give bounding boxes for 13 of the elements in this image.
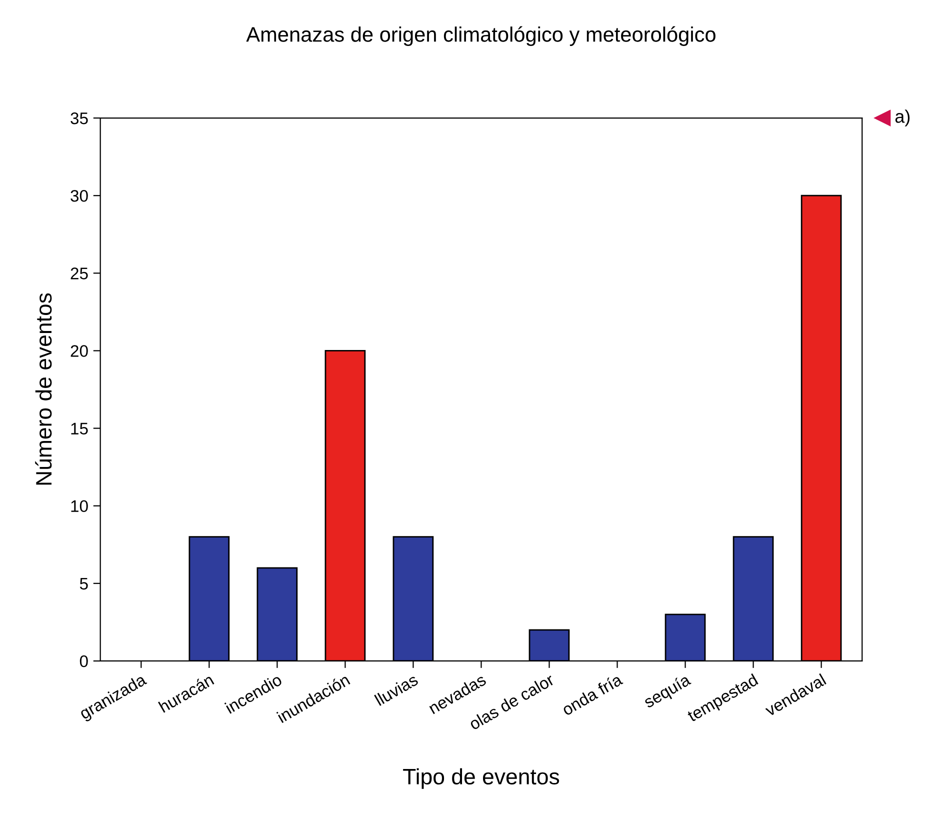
- chart-title: Amenazas de origen climatológico y meteorológico: [246, 26, 716, 46]
- x-tick-label: onda fría: [560, 672, 624, 716]
- y-tick-label: 15: [71, 422, 88, 434]
- y-tick-label: 20: [70, 345, 88, 357]
- x-axis-title: Tipo de eventos: [403, 768, 560, 789]
- y-tick-label: 25: [70, 268, 88, 280]
- y-tick-label: 30: [70, 190, 88, 202]
- y-tick-label: 5: [80, 578, 88, 590]
- y-tick-label: 10: [71, 500, 88, 512]
- y-tick-label: 35: [70, 112, 88, 124]
- y-tick-label: 0: [80, 655, 88, 668]
- text: a): [895, 110, 910, 126]
- y-axis-title: Número de eventos: [35, 293, 52, 485]
